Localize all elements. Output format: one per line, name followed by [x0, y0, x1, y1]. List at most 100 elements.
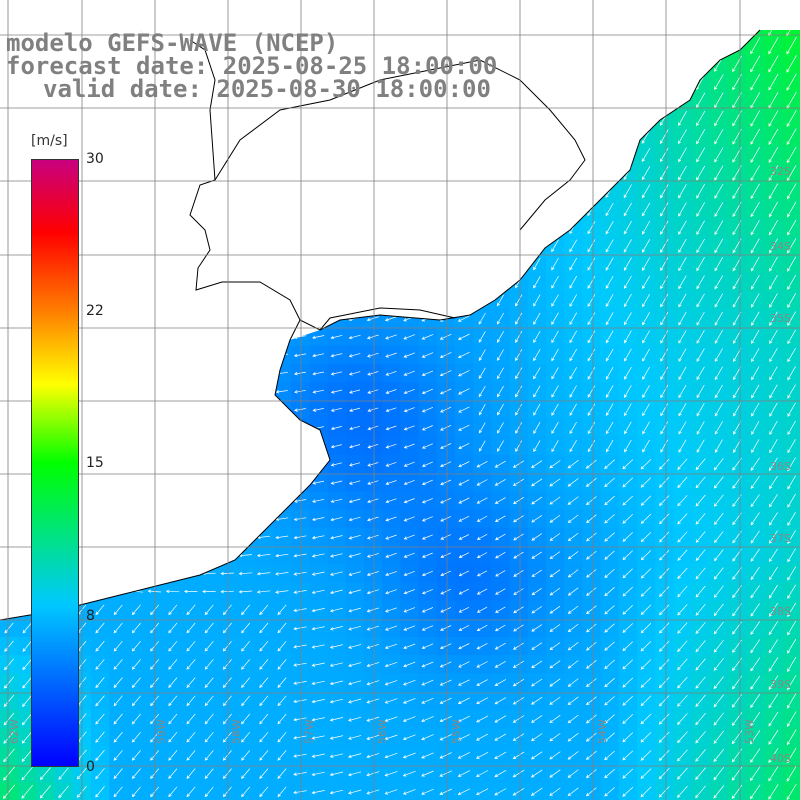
wind-arrow — [330, 480, 343, 485]
wind-speed-cell — [618, 509, 638, 529]
wind-arrow — [531, 569, 542, 577]
wind-arrow — [622, 459, 634, 470]
wind-speed-cell — [600, 473, 620, 492]
wind-arrow — [402, 770, 416, 777]
wind-arrow — [640, 550, 652, 561]
wind-arrow — [713, 567, 724, 580]
wind-arrow — [403, 388, 415, 395]
wind-arrow — [750, 55, 761, 73]
wind-arrow — [494, 533, 506, 541]
wind-arrow — [569, 312, 578, 326]
wind-speed-cell — [655, 655, 674, 674]
wind-arrow — [604, 477, 615, 488]
wind-arrow — [277, 622, 287, 634]
wind-speed-cell — [600, 673, 620, 693]
wind-arrow — [476, 552, 488, 559]
wind-arrow — [3, 730, 15, 744]
wind-speed-cell — [637, 455, 656, 474]
wind-arrow — [714, 512, 724, 525]
wind-arrow — [530, 715, 543, 723]
wind-arrow — [713, 712, 724, 726]
wind-speed-cell — [200, 618, 219, 638]
coastline-south — [0, 319, 331, 621]
wind-arrow — [293, 590, 307, 594]
wind-arrow — [311, 790, 325, 795]
wind-arrow — [385, 571, 397, 577]
wind-arrow — [3, 766, 15, 781]
wind-arrow — [531, 460, 543, 469]
wind-speed-cell — [673, 527, 693, 547]
wind-speed-cell — [200, 655, 219, 674]
wind-arrow — [623, 220, 632, 235]
wind-arrow — [496, 312, 505, 325]
wind-arrow — [640, 568, 652, 579]
wind-arrow — [293, 681, 307, 685]
wind-arrow — [585, 732, 597, 742]
wind-arrow — [768, 55, 779, 73]
colorbar-tick-30: 30 — [86, 151, 104, 167]
wind-arrow — [277, 659, 287, 670]
wind-arrow — [494, 642, 506, 650]
wind-arrow — [585, 678, 597, 687]
wind-arrow — [312, 353, 325, 358]
wind-speed-cell — [600, 764, 620, 784]
wind-arrow — [622, 550, 633, 561]
wind-arrow — [660, 184, 669, 199]
wind-arrow — [769, 311, 778, 326]
wind-arrow — [659, 549, 670, 561]
wind-arrow — [750, 73, 761, 91]
wind-arrow — [348, 607, 361, 613]
wind-speed-cell — [564, 691, 583, 711]
wind-arrow — [513, 588, 524, 595]
wind-arrow — [403, 516, 415, 522]
wind-arrow — [348, 571, 361, 576]
wind-arrow — [604, 677, 615, 688]
wind-arrow — [750, 639, 760, 654]
wind-speed-cell — [109, 600, 128, 620]
wind-arrow — [204, 731, 214, 743]
wind-speed-cell — [655, 618, 674, 638]
wind-speed-cell — [655, 728, 674, 747]
wind-arrow — [586, 660, 597, 669]
lon-label: 59W — [155, 719, 168, 744]
wind-arrow — [769, 329, 778, 345]
wind-arrow — [422, 552, 433, 558]
land-area — [0, 0, 800, 330]
wind-arrow — [421, 770, 434, 777]
wind-speed-cell — [127, 673, 147, 693]
wind-arrow — [478, 440, 486, 452]
wind-arrow — [293, 353, 307, 358]
wind-arrow — [366, 753, 380, 759]
wind-arrow — [494, 751, 507, 759]
wind-speed-cell — [582, 455, 602, 474]
wind-speed-cell — [127, 746, 147, 765]
wind-arrow — [515, 349, 523, 362]
wind-arrow — [311, 535, 325, 540]
wind-arrow — [131, 604, 141, 616]
wind-arrow — [531, 588, 542, 596]
wind-arrow — [421, 788, 434, 795]
wind-arrow — [586, 623, 597, 633]
wind-arrow — [787, 219, 797, 236]
wind-speed-cell — [673, 728, 693, 747]
wind-arrow — [678, 366, 687, 381]
wind-arrow — [586, 641, 597, 651]
wind-arrow — [641, 166, 651, 181]
wind-arrow — [439, 715, 452, 723]
wind-speed-cell — [582, 618, 602, 638]
wind-arrow — [402, 789, 416, 795]
wind-arrow — [531, 660, 543, 669]
wind-arrow — [751, 311, 760, 326]
wind-arrow — [624, 330, 632, 344]
wind-arrow — [458, 388, 470, 395]
wind-arrow — [168, 604, 178, 616]
wind-arrow — [329, 771, 344, 777]
wind-speed-cell — [163, 673, 183, 693]
wind-arrow — [440, 461, 452, 468]
wind-arrow — [366, 734, 380, 740]
wind-speed-cell — [273, 764, 292, 784]
lat-label: 32S — [770, 165, 791, 178]
wind-arrow — [403, 334, 416, 340]
wind-arrow — [549, 460, 561, 469]
wind-arrow — [366, 589, 379, 595]
